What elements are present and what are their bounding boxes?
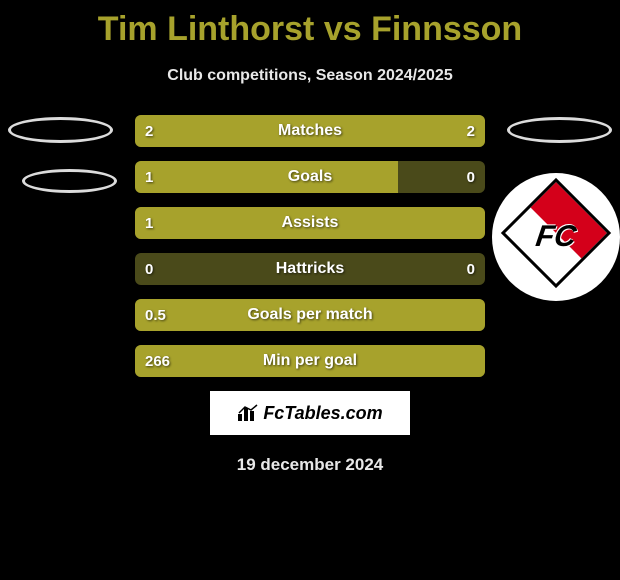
value-left: 1 [135, 207, 163, 239]
value-left: 0.5 [135, 299, 176, 331]
club-shield-icon [501, 178, 611, 288]
row-label: Assists [135, 207, 485, 239]
stat-rows: 22Matches10Goals1Assists00Hattricks0.5Go… [135, 115, 485, 377]
value-left: 0 [135, 253, 163, 285]
row-label: Goals [135, 161, 485, 193]
value-left: 2 [135, 115, 163, 147]
value-right: 2 [457, 115, 485, 147]
row-label: Goals per match [135, 299, 485, 331]
value-left: 266 [135, 345, 180, 377]
date-text: 19 december 2024 [0, 455, 620, 475]
player-left-badge-2 [22, 169, 117, 193]
stat-row: 1 0Goals [135, 161, 485, 193]
value-left: 1 [135, 161, 163, 193]
row-label: Matches [135, 115, 485, 147]
bars-icon [237, 404, 259, 422]
player-left-badge-1 [8, 117, 113, 143]
stat-row: 1Assists [135, 207, 485, 239]
stat-row: 0.5Goals per match [135, 299, 485, 331]
value-right: 0 [457, 161, 485, 193]
brand-logo: FcTables.com [210, 391, 410, 435]
stat-row: 0 0Hattricks [135, 253, 485, 285]
page-title: Tim Linthorst vs Finnsson [0, 0, 620, 49]
club-letters: FC [504, 191, 609, 283]
value-right: 0 [457, 253, 485, 285]
stat-row: 2 2Matches [135, 115, 485, 147]
row-label: Min per goal [135, 345, 485, 377]
comparison-chart: FC 22Matches10Goals1Assists00Hattricks0.… [0, 115, 620, 377]
stat-row: 266Min per goal [135, 345, 485, 377]
player-right-badge-1 [507, 117, 612, 143]
subtitle: Club competitions, Season 2024/2025 [0, 67, 620, 85]
row-label: Hattricks [135, 253, 485, 285]
club-logo-right: FC [492, 173, 620, 301]
brand-text: FcTables.com [263, 403, 382, 424]
